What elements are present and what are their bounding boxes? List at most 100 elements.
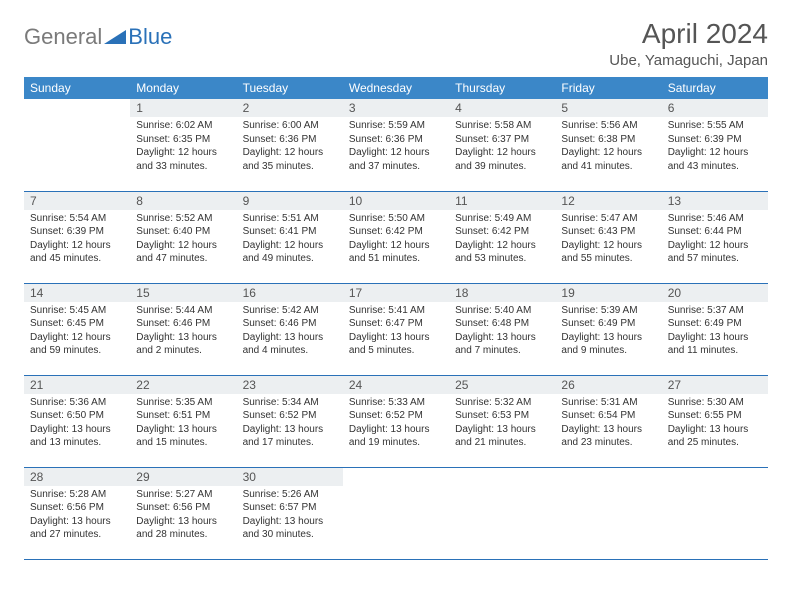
calendar-day-cell: 20Sunrise: 5:37 AMSunset: 6:49 PMDayligh… xyxy=(662,283,768,375)
calendar-day-cell: 12Sunrise: 5:47 AMSunset: 6:43 PMDayligh… xyxy=(555,191,661,283)
day-number: 14 xyxy=(24,284,130,302)
day-number: 8 xyxy=(130,192,236,210)
day-number: 13 xyxy=(662,192,768,210)
day-detail: Sunrise: 5:39 AMSunset: 6:49 PMDaylight:… xyxy=(555,302,661,362)
calendar-day-cell: 14Sunrise: 5:45 AMSunset: 6:45 PMDayligh… xyxy=(24,283,130,375)
calendar-day-cell: 25Sunrise: 5:32 AMSunset: 6:53 PMDayligh… xyxy=(449,375,555,467)
calendar-week-row: 28Sunrise: 5:28 AMSunset: 6:56 PMDayligh… xyxy=(24,467,768,559)
day-detail: Sunrise: 5:27 AMSunset: 6:56 PMDaylight:… xyxy=(130,486,236,546)
weekday-header: Sunday xyxy=(24,77,130,99)
calendar-empty-cell xyxy=(343,467,449,559)
day-number: 28 xyxy=(24,468,130,486)
day-detail: Sunrise: 5:50 AMSunset: 6:42 PMDaylight:… xyxy=(343,210,449,270)
day-number: 9 xyxy=(237,192,343,210)
calendar-day-cell: 30Sunrise: 5:26 AMSunset: 6:57 PMDayligh… xyxy=(237,467,343,559)
day-number: 29 xyxy=(130,468,236,486)
day-number: 11 xyxy=(449,192,555,210)
day-number: 27 xyxy=(662,376,768,394)
day-number: 26 xyxy=(555,376,661,394)
day-number: 23 xyxy=(237,376,343,394)
day-number: 3 xyxy=(343,99,449,117)
calendar-day-cell: 11Sunrise: 5:49 AMSunset: 6:42 PMDayligh… xyxy=(449,191,555,283)
calendar-day-cell: 22Sunrise: 5:35 AMSunset: 6:51 PMDayligh… xyxy=(130,375,236,467)
calendar-day-cell: 13Sunrise: 5:46 AMSunset: 6:44 PMDayligh… xyxy=(662,191,768,283)
day-detail: Sunrise: 5:32 AMSunset: 6:53 PMDaylight:… xyxy=(449,394,555,454)
calendar-day-cell: 4Sunrise: 5:58 AMSunset: 6:37 PMDaylight… xyxy=(449,99,555,191)
day-detail: Sunrise: 5:26 AMSunset: 6:57 PMDaylight:… xyxy=(237,486,343,546)
day-number: 2 xyxy=(237,99,343,117)
day-number: 15 xyxy=(130,284,236,302)
day-detail: Sunrise: 5:35 AMSunset: 6:51 PMDaylight:… xyxy=(130,394,236,454)
day-number: 12 xyxy=(555,192,661,210)
month-title: April 2024 xyxy=(609,18,768,50)
day-detail: Sunrise: 5:34 AMSunset: 6:52 PMDaylight:… xyxy=(237,394,343,454)
calendar-day-cell: 18Sunrise: 5:40 AMSunset: 6:48 PMDayligh… xyxy=(449,283,555,375)
day-detail: Sunrise: 5:46 AMSunset: 6:44 PMDaylight:… xyxy=(662,210,768,270)
calendar-day-cell: 16Sunrise: 5:42 AMSunset: 6:46 PMDayligh… xyxy=(237,283,343,375)
day-detail: Sunrise: 5:56 AMSunset: 6:38 PMDaylight:… xyxy=(555,117,661,177)
day-number: 22 xyxy=(130,376,236,394)
day-number: 10 xyxy=(343,192,449,210)
calendar-day-cell: 8Sunrise: 5:52 AMSunset: 6:40 PMDaylight… xyxy=(130,191,236,283)
weekday-header: Thursday xyxy=(449,77,555,99)
day-detail: Sunrise: 6:00 AMSunset: 6:36 PMDaylight:… xyxy=(237,117,343,177)
day-detail: Sunrise: 5:59 AMSunset: 6:36 PMDaylight:… xyxy=(343,117,449,177)
day-detail: Sunrise: 5:37 AMSunset: 6:49 PMDaylight:… xyxy=(662,302,768,362)
day-detail: Sunrise: 5:52 AMSunset: 6:40 PMDaylight:… xyxy=(130,210,236,270)
calendar-day-cell: 15Sunrise: 5:44 AMSunset: 6:46 PMDayligh… xyxy=(130,283,236,375)
calendar-day-cell: 27Sunrise: 5:30 AMSunset: 6:55 PMDayligh… xyxy=(662,375,768,467)
calendar-week-row: 7Sunrise: 5:54 AMSunset: 6:39 PMDaylight… xyxy=(24,191,768,283)
calendar-day-cell: 17Sunrise: 5:41 AMSunset: 6:47 PMDayligh… xyxy=(343,283,449,375)
day-number: 25 xyxy=(449,376,555,394)
calendar-day-cell: 21Sunrise: 5:36 AMSunset: 6:50 PMDayligh… xyxy=(24,375,130,467)
calendar-day-cell: 7Sunrise: 5:54 AMSunset: 6:39 PMDaylight… xyxy=(24,191,130,283)
day-detail: Sunrise: 5:55 AMSunset: 6:39 PMDaylight:… xyxy=(662,117,768,177)
day-detail: Sunrise: 5:49 AMSunset: 6:42 PMDaylight:… xyxy=(449,210,555,270)
weekday-header: Monday xyxy=(130,77,236,99)
calendar-day-cell: 23Sunrise: 5:34 AMSunset: 6:52 PMDayligh… xyxy=(237,375,343,467)
day-number: 16 xyxy=(237,284,343,302)
calendar-day-cell: 3Sunrise: 5:59 AMSunset: 6:36 PMDaylight… xyxy=(343,99,449,191)
location: Ube, Yamaguchi, Japan xyxy=(609,52,768,69)
calendar-day-cell: 26Sunrise: 5:31 AMSunset: 6:54 PMDayligh… xyxy=(555,375,661,467)
calendar-day-cell: 29Sunrise: 5:27 AMSunset: 6:56 PMDayligh… xyxy=(130,467,236,559)
calendar-day-cell: 1Sunrise: 6:02 AMSunset: 6:35 PMDaylight… xyxy=(130,99,236,191)
day-detail: Sunrise: 5:31 AMSunset: 6:54 PMDaylight:… xyxy=(555,394,661,454)
day-detail: Sunrise: 5:44 AMSunset: 6:46 PMDaylight:… xyxy=(130,302,236,362)
day-detail: Sunrise: 5:58 AMSunset: 6:37 PMDaylight:… xyxy=(449,117,555,177)
weekday-header: Tuesday xyxy=(237,77,343,99)
title-block: April 2024 Ube, Yamaguchi, Japan xyxy=(609,18,768,69)
calendar-day-cell: 28Sunrise: 5:28 AMSunset: 6:56 PMDayligh… xyxy=(24,467,130,559)
calendar-empty-cell xyxy=(449,467,555,559)
calendar-empty-cell xyxy=(24,99,130,191)
day-detail: Sunrise: 5:28 AMSunset: 6:56 PMDaylight:… xyxy=(24,486,130,546)
day-detail: Sunrise: 5:36 AMSunset: 6:50 PMDaylight:… xyxy=(24,394,130,454)
calendar-week-row: 14Sunrise: 5:45 AMSunset: 6:45 PMDayligh… xyxy=(24,283,768,375)
day-detail: Sunrise: 5:47 AMSunset: 6:43 PMDaylight:… xyxy=(555,210,661,270)
day-number: 6 xyxy=(662,99,768,117)
calendar-day-cell: 10Sunrise: 5:50 AMSunset: 6:42 PMDayligh… xyxy=(343,191,449,283)
day-number: 7 xyxy=(24,192,130,210)
day-number: 24 xyxy=(343,376,449,394)
day-detail: Sunrise: 5:40 AMSunset: 6:48 PMDaylight:… xyxy=(449,302,555,362)
weekday-header: Saturday xyxy=(662,77,768,99)
calendar-day-cell: 5Sunrise: 5:56 AMSunset: 6:38 PMDaylight… xyxy=(555,99,661,191)
day-number: 17 xyxy=(343,284,449,302)
calendar-week-row: 21Sunrise: 5:36 AMSunset: 6:50 PMDayligh… xyxy=(24,375,768,467)
day-detail: Sunrise: 5:45 AMSunset: 6:45 PMDaylight:… xyxy=(24,302,130,362)
weekday-header: Friday xyxy=(555,77,661,99)
day-number: 18 xyxy=(449,284,555,302)
calendar-table: SundayMondayTuesdayWednesdayThursdayFrid… xyxy=(24,77,768,560)
calendar-empty-cell xyxy=(662,467,768,559)
calendar-day-cell: 6Sunrise: 5:55 AMSunset: 6:39 PMDaylight… xyxy=(662,99,768,191)
day-number: 19 xyxy=(555,284,661,302)
logo-text-general: General xyxy=(24,24,102,50)
day-detail: Sunrise: 6:02 AMSunset: 6:35 PMDaylight:… xyxy=(130,117,236,177)
calendar-week-row: 1Sunrise: 6:02 AMSunset: 6:35 PMDaylight… xyxy=(24,99,768,191)
day-detail: Sunrise: 5:51 AMSunset: 6:41 PMDaylight:… xyxy=(237,210,343,270)
day-number: 20 xyxy=(662,284,768,302)
day-number: 4 xyxy=(449,99,555,117)
calendar-day-cell: 9Sunrise: 5:51 AMSunset: 6:41 PMDaylight… xyxy=(237,191,343,283)
day-number: 30 xyxy=(237,468,343,486)
calendar-day-cell: 19Sunrise: 5:39 AMSunset: 6:49 PMDayligh… xyxy=(555,283,661,375)
